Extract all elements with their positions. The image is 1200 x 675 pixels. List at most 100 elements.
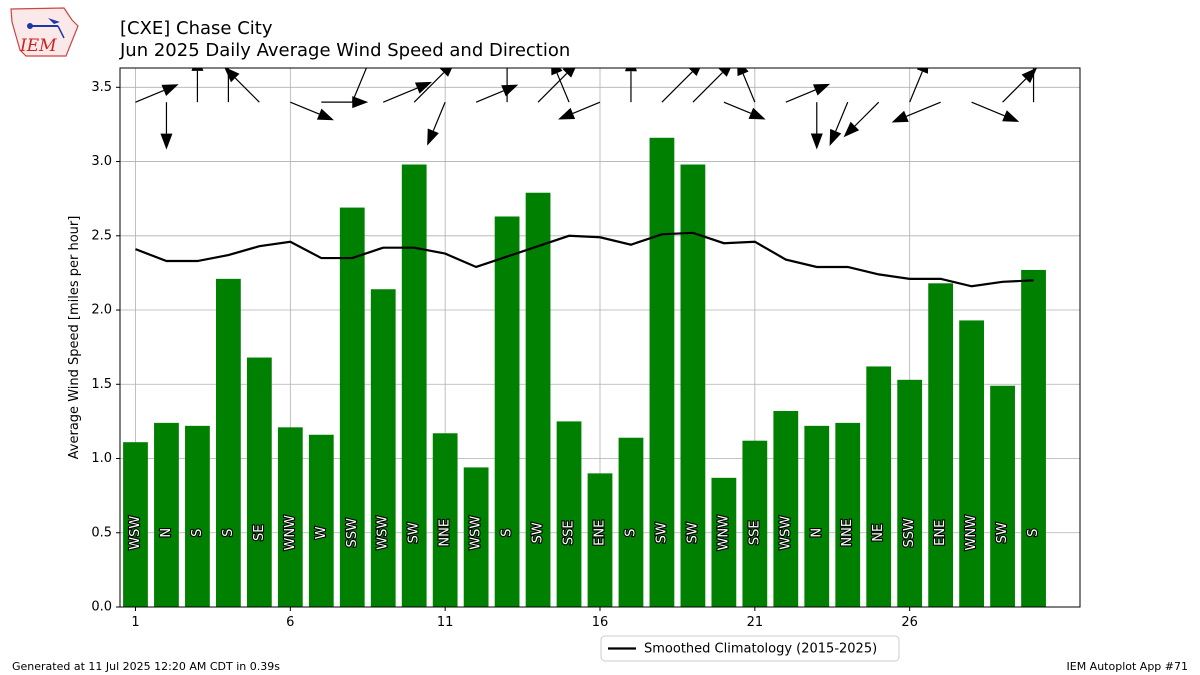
wind-arrow-day-10 — [413, 68, 453, 103]
y-tick-label: 0.0 — [91, 600, 112, 615]
y-tick-label: 0.5 — [91, 525, 112, 540]
wind-arrow-shaft — [432, 101, 446, 132]
wind-arrow-head — [224, 68, 240, 83]
x-tick-label: 11 — [437, 615, 454, 630]
direction-label-day-2: N — [159, 528, 174, 538]
wind-arrow-shaft — [351, 68, 368, 103]
wind-arrow-shaft — [572, 101, 601, 114]
y-tick-label: 1.0 — [91, 451, 112, 466]
direction-label-day-8: SSW — [345, 518, 360, 548]
bar-day-23 — [804, 425, 830, 607]
direction-label-day-9: WSW — [376, 516, 391, 550]
bar-day-19 — [680, 164, 706, 608]
bar-day-24 — [835, 422, 861, 607]
wind-arrow-shaft — [475, 90, 504, 103]
bar-day-22 — [773, 411, 799, 607]
direction-label-day-17: S — [623, 529, 638, 537]
legend-box — [600, 635, 900, 662]
wind-arrow-day-24 — [829, 101, 849, 146]
app-note: IEM Autoplot App #71 — [1066, 660, 1189, 673]
wind-arrow-head — [810, 133, 823, 150]
x-tick-label: 6 — [286, 615, 294, 630]
wind-arrow-shaft — [537, 72, 568, 103]
wind-arrows — [135, 46, 1040, 150]
wind-arrow-day-22 — [785, 83, 831, 103]
direction-label-day-11: NNE — [438, 519, 453, 547]
bar-day-20 — [711, 477, 737, 607]
wind-arrow-head — [501, 84, 519, 97]
wind-arrow-day-5 — [224, 68, 260, 103]
wind-arrow-day-29 — [1002, 68, 1037, 103]
wind-arrow-day-18 — [661, 68, 701, 103]
wind-arrow-shaft — [556, 72, 570, 103]
wind-arrow-shaft — [382, 87, 418, 103]
direction-label-day-4: S — [221, 529, 236, 537]
wind-arrow-shaft — [742, 73, 756, 103]
wind-arrow-day-3 — [191, 68, 204, 103]
pole-icon — [57, 25, 65, 39]
wind-arrow-head — [501, 46, 513, 62]
wind-arrow-head — [891, 110, 909, 123]
station-dot-icon — [27, 23, 33, 29]
wind-arrow-head — [688, 68, 701, 77]
direction-label-day-20: WNW — [716, 515, 731, 551]
wind-arrow-shaft — [723, 101, 752, 114]
wind-arrow-head — [414, 81, 433, 94]
wind-arrow-day-28 — [971, 101, 1020, 122]
bar-day-7 — [308, 434, 334, 607]
wind-arrow-shaft — [971, 101, 1005, 117]
direction-label-day-22: WSW — [778, 516, 793, 550]
wind-arrow-day-14 — [537, 68, 576, 103]
wind-arrow-day-20 — [723, 101, 766, 120]
bar-day-15 — [556, 421, 582, 607]
chart-title-line2: Jun 2025 Daily Average Wind Speed and Di… — [120, 40, 571, 61]
wind-arrow-head — [829, 128, 842, 146]
bar-day-5 — [246, 357, 272, 607]
wind-arrow-head — [316, 108, 334, 121]
direction-label-day-7: W — [314, 526, 329, 539]
direction-label-day-3: S — [190, 529, 205, 537]
wind-arrow-head — [1028, 49, 1040, 65]
wind-arrow-head — [362, 50, 374, 67]
wind-arrow-day-27 — [891, 101, 941, 123]
direction-label-day-30: S — [1026, 529, 1041, 537]
bar-day-30 — [1021, 269, 1046, 607]
direction-label-day-6: WNW — [283, 515, 298, 551]
wind-arrow-day-15 — [551, 68, 570, 103]
bars — [123, 137, 1046, 608]
wind-arrow-day-8 — [351, 50, 374, 103]
wind-arrow-day-17 — [624, 68, 637, 103]
wind-arrow-head — [161, 84, 179, 96]
bar-day-18 — [649, 137, 675, 607]
bar-day-13 — [494, 216, 520, 607]
wind-arrow-head — [624, 68, 637, 72]
bar-day-2 — [154, 422, 179, 607]
direction-label-day-26: SSW — [902, 518, 917, 548]
direction-label-day-13: S — [500, 529, 515, 537]
bar-day-17 — [618, 437, 644, 607]
wind-arrow-head — [916, 68, 929, 74]
wind-arrow-head — [748, 107, 766, 120]
wind-arrow-head — [1002, 110, 1020, 122]
direction-label-day-14: SW — [531, 522, 546, 543]
iem-logo: IEM — [10, 7, 79, 57]
direction-label-day-29: SW — [995, 522, 1010, 543]
wind-arrow-head — [191, 68, 204, 71]
y-tick-label: 1.5 — [91, 377, 112, 392]
direction-label-day-16: ENE — [593, 520, 608, 546]
wind-arrow-shaft — [835, 101, 849, 132]
wind-arrow-day-21 — [737, 68, 756, 103]
iowa-outline-icon — [10, 7, 79, 57]
bar-day-6 — [277, 427, 303, 607]
y-axis-label: Average Wind Speed [miles per hour] — [67, 216, 82, 460]
logo-text: IEM — [19, 36, 57, 56]
wind-arrow-shaft — [290, 101, 320, 115]
wind-arrow-day-12 — [475, 84, 519, 103]
bar-day-16 — [587, 473, 613, 607]
wind-arrow-head — [718, 68, 731, 77]
wind-arrow-head — [551, 68, 563, 76]
y-tick-label: 3.5 — [91, 80, 112, 95]
wind-arrow-day-30 — [1028, 49, 1040, 103]
wind-arrow-day-11 — [427, 101, 446, 146]
bar-day-9 — [370, 289, 396, 607]
